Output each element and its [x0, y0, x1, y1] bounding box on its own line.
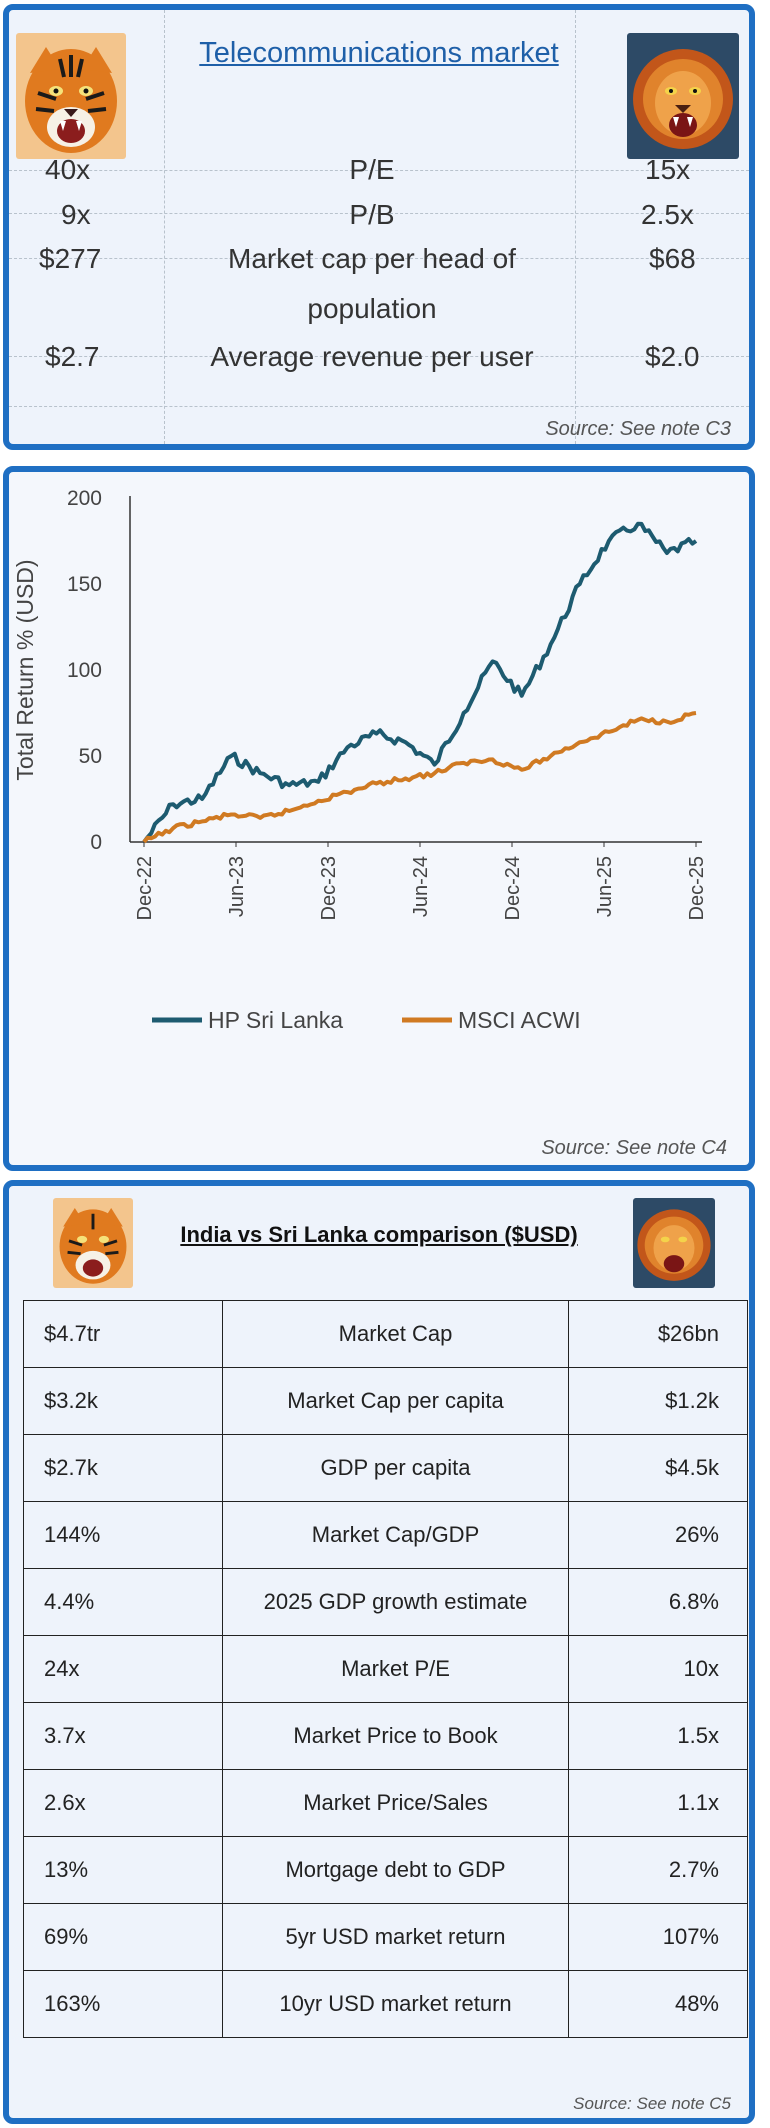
- india-value: 2.6x: [23, 1769, 223, 1837]
- telecom-title: Telecommunications market: [199, 37, 559, 69]
- india-value: $2.7k: [23, 1434, 223, 1502]
- table-row: $4.7tr Market Cap $26bn: [23, 1300, 748, 1368]
- x-tick-label: Dec-23: [318, 856, 340, 920]
- grid-line: [9, 356, 749, 357]
- india-value: 4.4%: [23, 1568, 223, 1636]
- grid-line: [9, 170, 749, 171]
- grid-line: [164, 10, 165, 444]
- sri-lanka-value: 1.5x: [568, 1702, 748, 1770]
- india-value: $4.7tr: [23, 1300, 223, 1368]
- telecom-left-value: $2.7: [45, 341, 100, 372]
- lion-icon: [627, 33, 739, 159]
- metric-label: 5yr USD market return: [222, 1903, 569, 1971]
- y-tick-label: 0: [90, 831, 102, 854]
- india-value: 163%: [23, 1970, 223, 2038]
- chart-panel: 0 50 100 150 200 Total Return % (USD) Dec-22 Ju…: [3, 466, 755, 1171]
- sri-lanka-value: $4.5k: [568, 1434, 748, 1502]
- table-row: 3.7x Market Price to Book 1.5x: [23, 1702, 748, 1770]
- table-row: 69% 5yr USD market return 107%: [23, 1903, 748, 1971]
- sri-lanka-value: 48%: [568, 1970, 748, 2038]
- y-tick-label: 100: [67, 659, 102, 682]
- telecom-metric-label: P/B: [349, 199, 395, 230]
- x-tick-label: Jun-24: [410, 856, 432, 917]
- india-value: 24x: [23, 1635, 223, 1703]
- grid-line: [9, 258, 749, 259]
- india-value: 13%: [23, 1836, 223, 1904]
- lion-icon: [633, 1198, 715, 1288]
- table-row: 163% 10yr USD market return 48%: [23, 1970, 748, 2038]
- telecom-panel: Telecommunications market 40x P/E 15x 9x…: [3, 4, 755, 450]
- sri-lanka-value: $1.2k: [568, 1367, 748, 1435]
- metric-label: 10yr USD market return: [222, 1970, 569, 2038]
- table-row: 13% Mortgage debt to GDP 2.7%: [23, 1836, 748, 1904]
- comparison-panel: India vs Sri Lanka comparison ($USD) $4.…: [3, 1180, 755, 2124]
- comparison-source: Source: See note C5: [573, 2094, 731, 2113]
- metric-label: Market Price to Book: [222, 1702, 569, 1770]
- x-tick-label: Jun-25: [594, 856, 616, 917]
- chart-source: Source: See note C4: [541, 1137, 727, 1159]
- india-value: 144%: [23, 1501, 223, 1569]
- telecom-left-value: 9x: [61, 199, 91, 230]
- telecom-right-value: 2.5x: [641, 199, 694, 230]
- telecom-metric-label: Market cap per head of population: [228, 243, 516, 324]
- telecom-right-value: $2.0: [645, 341, 700, 372]
- grid-line: [9, 406, 749, 407]
- sri-lanka-value: 107%: [568, 1903, 748, 1971]
- table-row: 4.4% 2025 GDP growth estimate 6.8%: [23, 1568, 748, 1636]
- metric-label: Market P/E: [222, 1635, 569, 1703]
- metric-label: GDP per capita: [222, 1434, 569, 1502]
- metric-label: Mortgage debt to GDP: [222, 1836, 569, 1904]
- india-value: $3.2k: [23, 1367, 223, 1435]
- x-tick-label: Jun-23: [226, 856, 248, 917]
- sri-lanka-value: 1.1x: [568, 1769, 748, 1837]
- x-tick-label: Dec-24: [502, 856, 524, 920]
- x-tick-label: Dec-25: [686, 856, 708, 920]
- telecom-left-value: $277: [39, 243, 102, 274]
- table-row: 2.6x Market Price/Sales 1.1x: [23, 1769, 748, 1837]
- grid-line: [9, 213, 749, 214]
- table-row: $2.7k GDP per capita $4.5k: [23, 1434, 748, 1502]
- legend-label: HP Sri Lanka: [208, 1007, 343, 1033]
- telecom-left-value: 40x: [45, 154, 91, 185]
- tiger-icon: [53, 1198, 133, 1288]
- comparison-title: India vs Sri Lanka comparison ($USD): [180, 1222, 578, 1247]
- telecom-right-value: 15x: [645, 154, 691, 185]
- metric-label: Market Cap: [222, 1300, 569, 1368]
- tiger-icon: [16, 33, 126, 159]
- y-tick-label: 200: [67, 487, 102, 510]
- legend-label: MSCI ACWI: [458, 1007, 581, 1033]
- series-line-hp-sri-lanka: [142, 521, 698, 844]
- india-value: 69%: [23, 1903, 223, 1971]
- metric-label: Market Cap/GDP: [222, 1501, 569, 1569]
- metric-label: Market Price/Sales: [222, 1769, 569, 1837]
- table-row: 144% Market Cap/GDP 26%: [23, 1501, 748, 1569]
- y-tick-label: 150: [67, 573, 102, 596]
- metric-label: Market Cap per capita: [222, 1367, 569, 1435]
- x-tick-label: Dec-22: [134, 856, 156, 920]
- sri-lanka-value: 2.7%: [568, 1836, 748, 1904]
- y-axis-label: Total Return % (USD): [12, 559, 38, 780]
- y-tick-label: 50: [79, 745, 102, 768]
- sri-lanka-value: 10x: [568, 1635, 748, 1703]
- sri-lanka-value: 26%: [568, 1501, 748, 1569]
- telecom-source: Source: See note C3: [545, 418, 731, 440]
- total-return-chart: 0 50 100 150 200 Total Return % (USD) Dec-22 Ju…: [12, 487, 708, 1033]
- table-row: 24x Market P/E 10x: [23, 1635, 748, 1703]
- sri-lanka-value: $26bn: [568, 1300, 748, 1368]
- sri-lanka-value: 6.8%: [568, 1568, 748, 1636]
- series-line-msci-acwi: [142, 711, 697, 844]
- telecom-right-value: $68: [649, 243, 696, 274]
- metric-label: 2025 GDP growth estimate: [222, 1568, 569, 1636]
- telecom-metric-label: P/E: [349, 154, 395, 185]
- comparison-table: $4.7tr Market Cap $26bn $3.2k Market Cap pe…: [23, 1300, 748, 2038]
- grid-line: [575, 10, 576, 444]
- table-row: $3.2k Market Cap per capita $1.2k: [23, 1367, 748, 1435]
- telecom-metric-label: Average revenue per user: [210, 341, 534, 372]
- india-value: 3.7x: [23, 1702, 223, 1770]
